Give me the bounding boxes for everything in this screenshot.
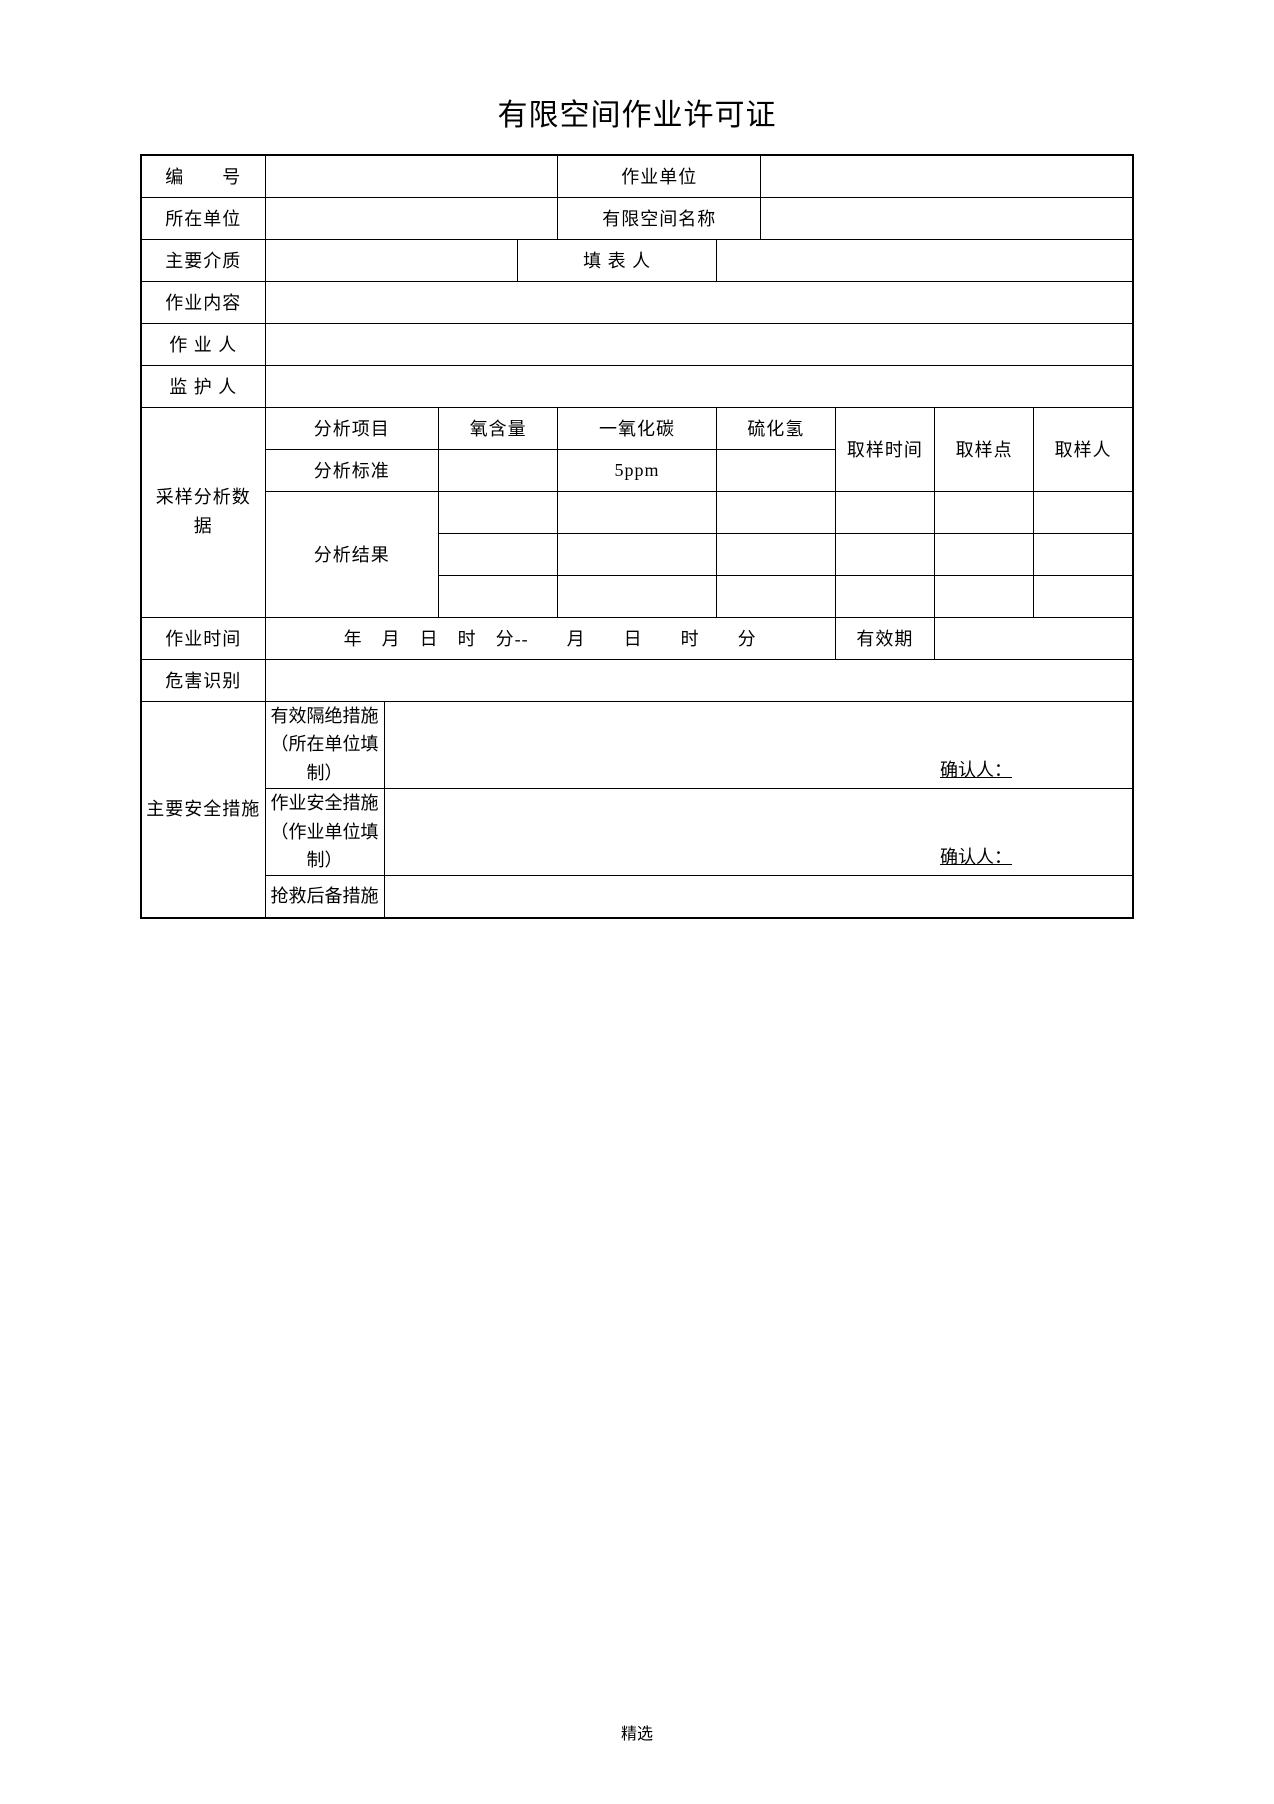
result-time-1[interactable] — [835, 491, 934, 533]
label-dept: 所在单位 — [141, 197, 265, 239]
value-valid-period[interactable] — [935, 617, 1133, 659]
result-co-2[interactable] — [558, 533, 717, 575]
label-analysis-item: 分析项目 — [265, 407, 439, 449]
result-time-3[interactable] — [835, 575, 934, 617]
value-space-name[interactable] — [761, 197, 1133, 239]
page-footer: 精选 — [0, 1720, 1274, 1744]
result-person-1[interactable] — [1034, 491, 1133, 533]
permit-form: 编 号 作业单位 所在单位 有限空间名称 主要介质 填 表 人 作业内容 作 业… — [140, 154, 1134, 919]
value-work-time[interactable]: 年 月 日 时 分-- 月 日 时 分 — [265, 617, 835, 659]
result-o2-2[interactable] — [439, 533, 558, 575]
result-point-1[interactable] — [935, 491, 1034, 533]
label-work-unit: 作业单位 — [558, 155, 761, 197]
result-o2-1[interactable] — [439, 491, 558, 533]
confirm-isolation[interactable]: 确认人： — [940, 756, 1102, 782]
result-point-3[interactable] — [935, 575, 1034, 617]
page-title: 有限空间作业许可证 — [140, 90, 1134, 134]
label-hazard-id: 危害识别 — [141, 659, 265, 701]
label-analysis-result: 分析结果 — [265, 491, 439, 617]
result-o2-3[interactable] — [439, 575, 558, 617]
result-person-3[interactable] — [1034, 575, 1133, 617]
label-form-filler: 填 表 人 — [518, 239, 716, 281]
label-work-safety: 作业安全措施（作业单位填制） — [265, 788, 384, 875]
value-form-filler[interactable] — [716, 239, 1133, 281]
value-guardians[interactable] — [265, 365, 1133, 407]
value-work-unit[interactable] — [761, 155, 1133, 197]
result-h2s-3[interactable] — [716, 575, 835, 617]
std-oxygen[interactable] — [439, 449, 558, 491]
value-hazard-id[interactable] — [265, 659, 1133, 701]
result-co-3[interactable] — [558, 575, 717, 617]
label-space-name: 有限空间名称 — [558, 197, 761, 239]
label-workers: 作 业 人 — [141, 323, 265, 365]
result-co-1[interactable] — [558, 491, 717, 533]
value-serial-no[interactable] — [265, 155, 558, 197]
isolation-area[interactable]: 确认人： — [384, 701, 1133, 788]
result-person-2[interactable] — [1034, 533, 1133, 575]
label-h2s: 硫化氢 — [716, 407, 835, 449]
label-main-medium: 主要介质 — [141, 239, 265, 281]
label-valid-period: 有效期 — [835, 617, 934, 659]
rescue-area[interactable] — [384, 876, 1133, 918]
label-isolation: 有效隔绝措施（所在单位填制） — [265, 701, 384, 788]
std-co: 5ppm — [558, 449, 717, 491]
std-h2s[interactable] — [716, 449, 835, 491]
label-analysis-std: 分析标准 — [265, 449, 439, 491]
label-rescue: 抢救后备措施 — [265, 876, 384, 918]
label-sampler: 取样人 — [1034, 407, 1133, 491]
value-main-medium[interactable] — [265, 239, 518, 281]
result-h2s-1[interactable] — [716, 491, 835, 533]
confirm-work-safety[interactable]: 确认人： — [940, 843, 1102, 869]
work-safety-area[interactable]: 确认人： — [384, 788, 1133, 875]
label-sample-time: 取样时间 — [835, 407, 934, 491]
label-guardians: 监 护 人 — [141, 365, 265, 407]
label-oxygen: 氧含量 — [439, 407, 558, 449]
label-sampling-data: 采样分析数 据 — [141, 407, 265, 617]
label-work-content: 作业内容 — [141, 281, 265, 323]
label-serial-no: 编 号 — [141, 155, 265, 197]
label-sample-point: 取样点 — [935, 407, 1034, 491]
value-workers[interactable] — [265, 323, 1133, 365]
label-main-safety: 主要安全措施 — [141, 701, 265, 918]
label-co: 一氧化碳 — [558, 407, 717, 449]
value-dept[interactable] — [265, 197, 558, 239]
label-work-time: 作业时间 — [141, 617, 265, 659]
result-time-2[interactable] — [835, 533, 934, 575]
value-work-content[interactable] — [265, 281, 1133, 323]
result-point-2[interactable] — [935, 533, 1034, 575]
result-h2s-2[interactable] — [716, 533, 835, 575]
